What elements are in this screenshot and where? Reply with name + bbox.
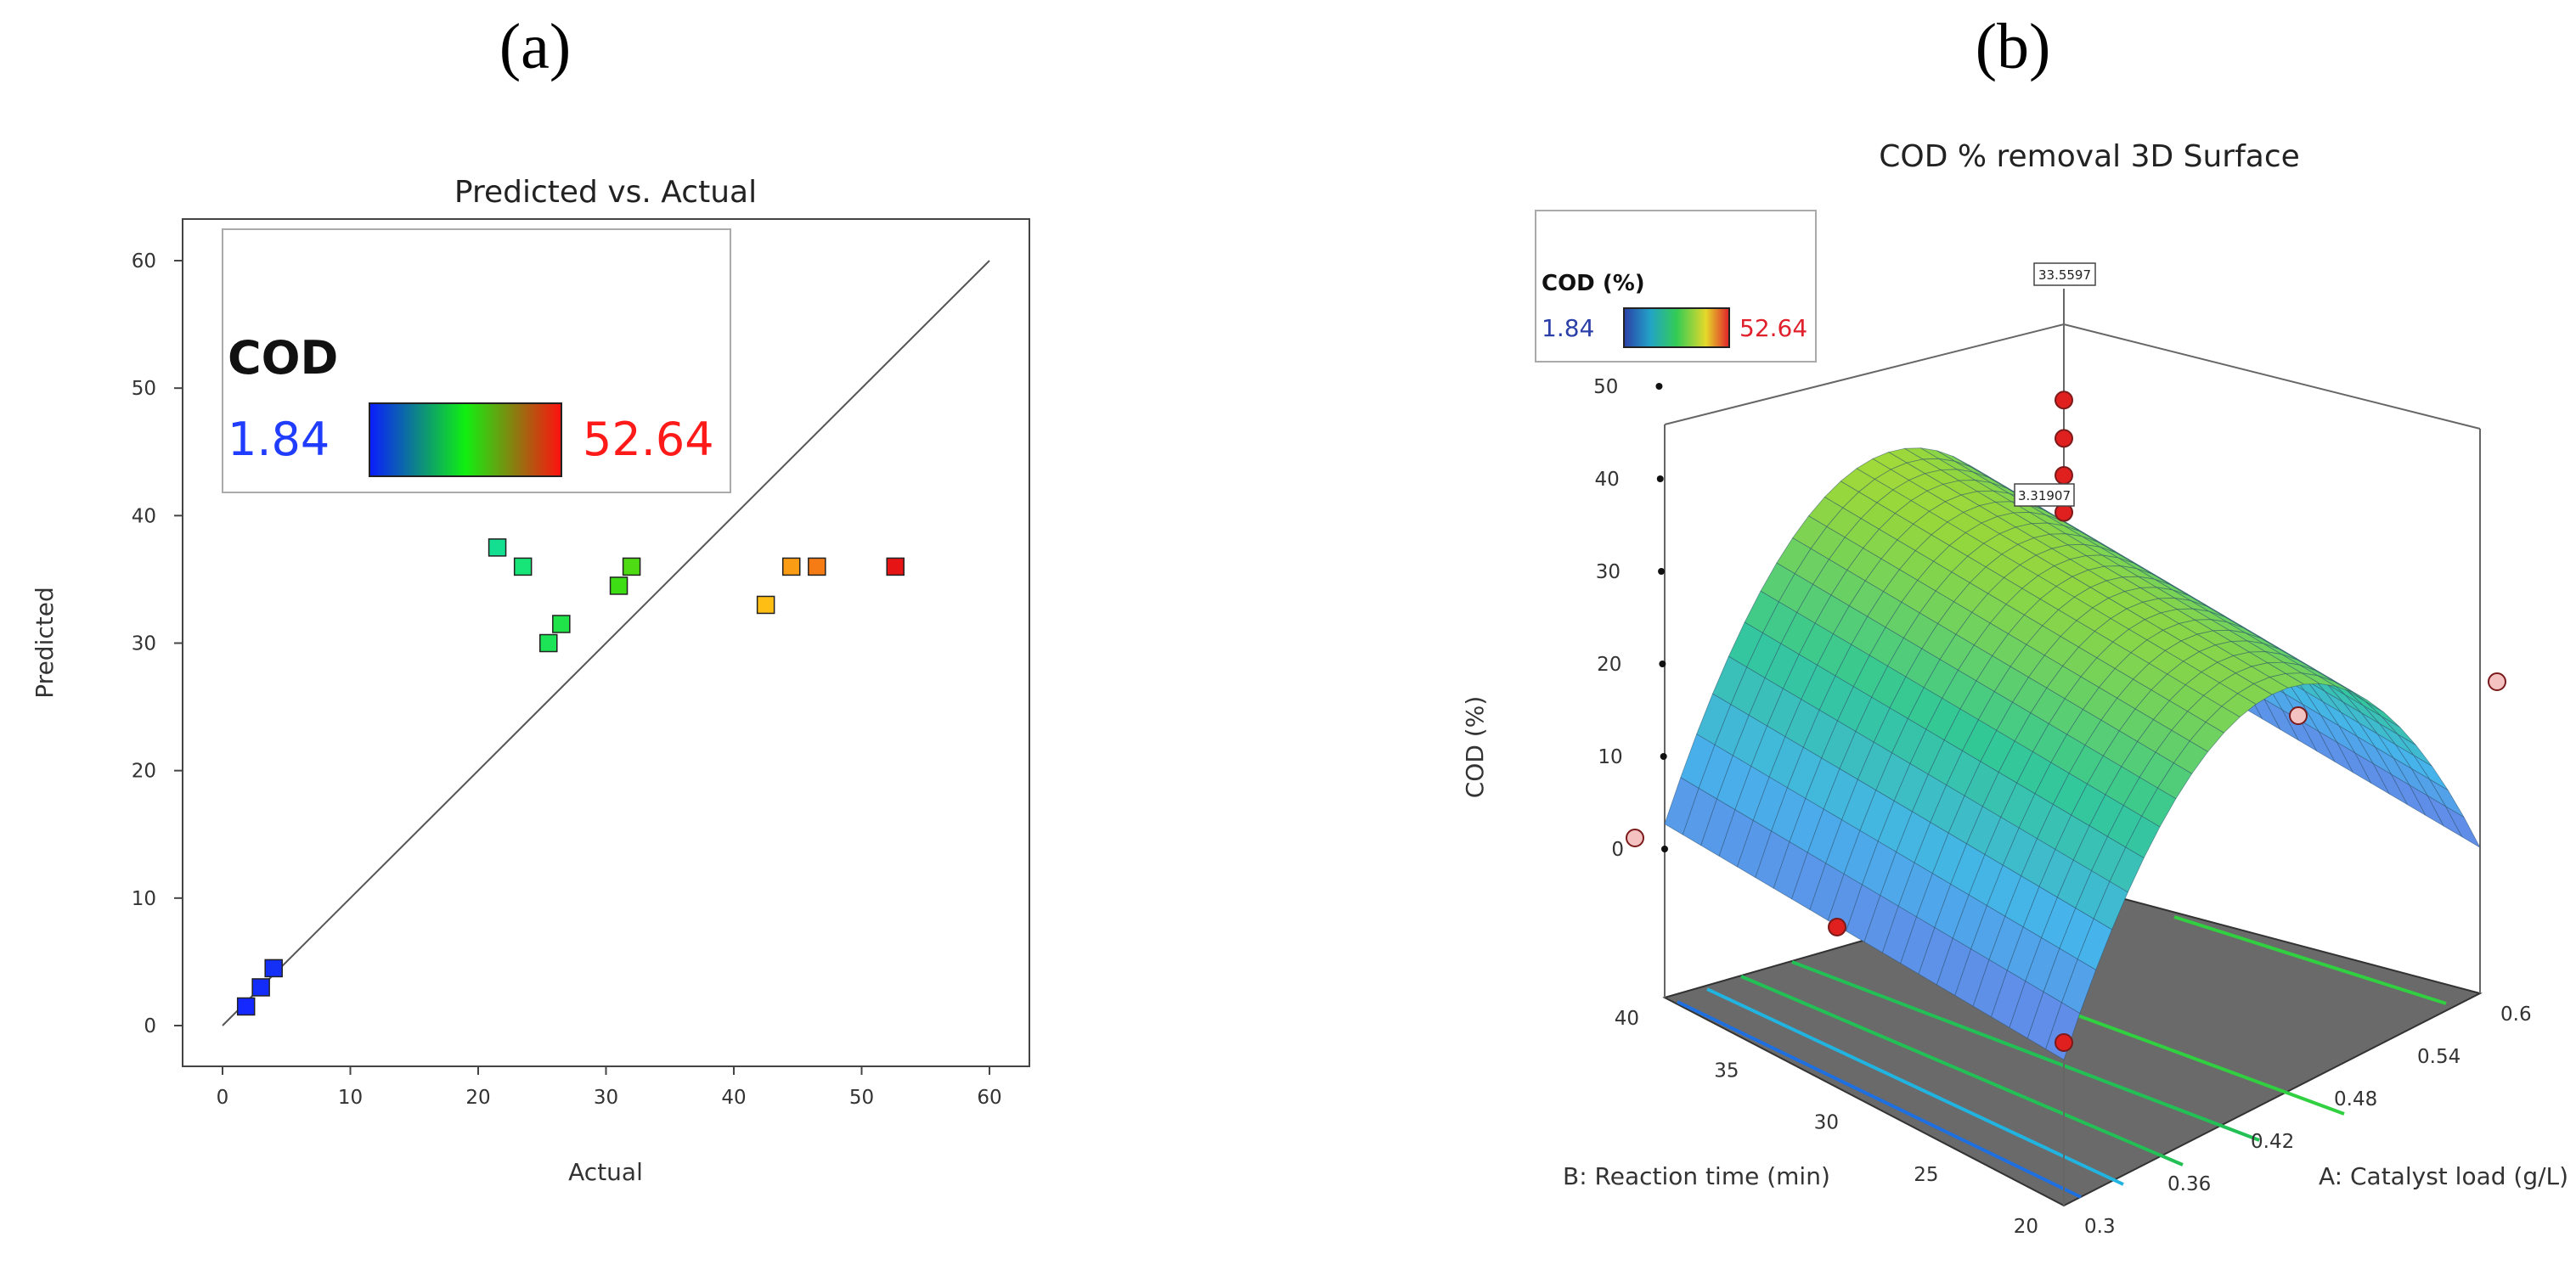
data-point xyxy=(552,615,571,633)
panel-label-b: (b) xyxy=(1976,11,2051,82)
chart-a-legend-max: 52.64 xyxy=(583,413,714,466)
z-tick-mark xyxy=(1655,383,1663,390)
chart-a-xlabel: Actual xyxy=(568,1158,643,1186)
y-tick-label: 20 xyxy=(132,761,156,783)
annotation-mid-text: 3.31907 xyxy=(2018,488,2071,503)
annotation-max-text: 33.5597 xyxy=(2038,267,2091,283)
x-tick-label: 60 xyxy=(977,1087,1001,1109)
z-tick-mark xyxy=(1660,753,1667,760)
y-tick-label: 0 xyxy=(144,1015,156,1037)
data-point xyxy=(622,557,641,576)
data-point xyxy=(886,557,905,576)
y-tick-label: 40 xyxy=(1615,1008,1639,1030)
data-point xyxy=(756,595,775,615)
x-tick-label: 0.48 xyxy=(2334,1088,2377,1110)
y-tick-label: 30 xyxy=(1814,1112,1839,1134)
chart-b-zlabel: COD (%) xyxy=(1461,696,1489,799)
data-point xyxy=(251,978,270,997)
y-tick-label: 25 xyxy=(1914,1164,1938,1186)
chart-a-ylabel: Predicted xyxy=(31,587,59,698)
y-tick-label: 35 xyxy=(1714,1060,1739,1082)
panel-label-a: (a) xyxy=(499,11,571,82)
data-point xyxy=(609,576,628,595)
x-tick-label: 0.54 xyxy=(2417,1046,2460,1068)
chart-b-title: COD % removal 3D Surface xyxy=(1879,139,2300,174)
predicted-vs-actual-chart: Predicted vs. Actual 0 10 20 30 40 50 60 0 10 20 3… xyxy=(31,175,1030,1186)
chart-b-legend-title: COD (%) xyxy=(1542,271,1645,296)
y-tick-label: 50 xyxy=(132,378,156,400)
y-tick-label: 40 xyxy=(132,505,156,527)
chart-b-legend: COD (%) 1.84 52.64 xyxy=(1535,210,1817,363)
chart-a-title: Predicted vs. Actual xyxy=(454,175,757,210)
data-point xyxy=(236,997,256,1016)
chart-a-legend-title: COD xyxy=(228,331,338,385)
data-point xyxy=(264,959,283,978)
x-tick-label: 0.6 xyxy=(2500,1004,2532,1026)
annotation-max: 33.5597 xyxy=(2033,262,2096,286)
chart-a-legend: COD 1.84 52.64 xyxy=(222,228,731,493)
chart-b-colorbar xyxy=(1623,307,1730,348)
x-tick-label: 0.3 xyxy=(2084,1216,2116,1238)
design-point xyxy=(2488,672,2506,691)
design-point xyxy=(1828,918,1846,936)
surface-cell xyxy=(2444,805,2482,849)
chart-b-ylabel: B: Reaction time (min) xyxy=(1563,1162,1830,1190)
design-point xyxy=(2055,429,2073,448)
chart-a-colorbar xyxy=(369,402,562,477)
x-tick-label: 0.42 xyxy=(2251,1131,2294,1153)
data-point xyxy=(808,557,826,576)
z-tick-mark xyxy=(1661,846,1668,852)
design-point xyxy=(2289,706,2308,725)
y-tick-label: 60 xyxy=(132,250,156,273)
x-tick-label: 0.36 xyxy=(2167,1173,2211,1195)
chart-a-legend-min: 1.84 xyxy=(228,413,330,466)
x-tick-label: 20 xyxy=(465,1087,490,1109)
y-tick-label: 10 xyxy=(132,888,156,910)
chart-b-legend-min: 1.84 xyxy=(1542,314,1594,342)
annotation-mid: 3.31907 xyxy=(2014,483,2075,507)
data-point xyxy=(513,557,533,576)
chart-b-legend-max: 52.64 xyxy=(1739,314,1807,342)
reference-diagonal-line xyxy=(222,260,990,1026)
x-tick-label: 40 xyxy=(721,1087,746,1109)
data-point xyxy=(781,557,801,576)
chart-b-xlabel: A: Catalyst load (g/L) xyxy=(2319,1162,2568,1190)
x-tick-label: 50 xyxy=(849,1087,874,1109)
z-tick-label: 10 xyxy=(1598,746,1622,768)
z-tick-label: 20 xyxy=(1597,654,1621,676)
z-tick-label: 0 xyxy=(1611,839,1624,861)
design-point xyxy=(1626,829,1644,847)
z-tick-label: 40 xyxy=(1594,469,1619,491)
design-point xyxy=(2055,391,2073,410)
design-point xyxy=(2055,465,2073,485)
z-tick-mark xyxy=(1656,475,1664,482)
cod-3d-surface-chart: COD % removal 3D Surface 010203040506020… xyxy=(1461,139,2568,1238)
z-tick-label: 50 xyxy=(1593,376,1618,398)
z-tick-mark xyxy=(1658,568,1666,575)
data-point xyxy=(488,538,507,557)
z-tick-mark xyxy=(1659,661,1666,667)
data-point xyxy=(539,633,558,653)
x-tick-label: 10 xyxy=(338,1087,363,1109)
design-point xyxy=(2055,1033,2073,1052)
y-tick-label: 20 xyxy=(2014,1216,2038,1238)
y-tick-label: 30 xyxy=(132,633,156,655)
x-tick-label: 30 xyxy=(594,1087,618,1109)
x-tick-label: 0 xyxy=(217,1087,229,1109)
z-tick-label: 30 xyxy=(1596,561,1621,583)
